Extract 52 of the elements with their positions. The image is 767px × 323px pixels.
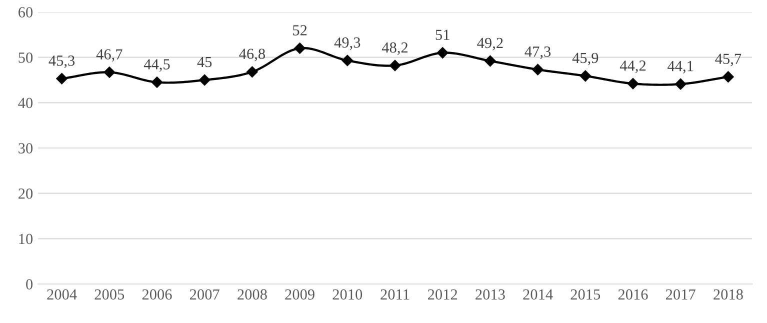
- point: [342, 54, 354, 66]
- point: [674, 78, 686, 90]
- x-tick-label: 2015: [570, 289, 600, 300]
- point: [104, 66, 116, 78]
- x-tick-label: 2018: [714, 289, 743, 300]
- x-tick-label: 2004: [47, 289, 77, 300]
- y-tick-label: 40: [18, 98, 33, 108]
- x-tick-label: 2007: [190, 289, 220, 300]
- x-tick-label: 2006: [142, 289, 172, 300]
- x-tick-label: 2008: [238, 289, 267, 300]
- x-tick-label: 2012: [428, 289, 458, 300]
- data-label: 51: [436, 30, 450, 40]
- point: [532, 64, 544, 76]
- data-label: 46,8: [239, 48, 265, 62]
- y-tick-label: 10: [19, 234, 33, 244]
- point: [246, 66, 258, 78]
- point: [436, 47, 448, 58]
- point: [294, 42, 306, 54]
- x-tick-label: 2011: [380, 289, 410, 300]
- point: [722, 71, 734, 82]
- point: [484, 55, 496, 67]
- point: [151, 76, 163, 88]
- data-label: 44,5: [144, 59, 170, 72]
- y-tick-label: 0: [26, 279, 33, 290]
- point: [198, 74, 210, 86]
- data-label: 45: [197, 56, 212, 68]
- point: [56, 73, 68, 84]
- data-label: 52: [293, 25, 307, 36]
- data-label: 45,9: [572, 52, 598, 66]
- x-tick-label: 2009: [285, 289, 314, 300]
- data-label: 44,1: [668, 61, 694, 74]
- y-tick-label: 30: [18, 143, 33, 154]
- x-tick-label: 2014: [523, 289, 553, 300]
- data-label: 46,7: [96, 49, 122, 62]
- x-tick-label: 2016: [618, 289, 648, 300]
- y-tick-label: 20: [18, 188, 33, 199]
- x-tick-label: 2017: [666, 289, 696, 300]
- point: [389, 60, 401, 72]
- x-tick-label: 2013: [476, 289, 505, 300]
- point: [627, 78, 639, 90]
- y-tick-label: 60: [18, 7, 33, 18]
- y-tick-label: 50: [18, 52, 33, 63]
- data-label: 49,3: [334, 37, 360, 50]
- data-label: 44,2: [620, 60, 646, 73]
- data-label: 48,2: [382, 42, 408, 55]
- data-label: 47,3: [524, 46, 551, 59]
- x-tick-label: 2010: [332, 289, 362, 300]
- data-label: 49,2: [477, 38, 503, 50]
- x-tick-label: 2005: [94, 289, 124, 300]
- data-label: 45,7: [715, 54, 742, 66]
- data-label: 45,3: [48, 56, 75, 68]
- point: [580, 70, 592, 82]
